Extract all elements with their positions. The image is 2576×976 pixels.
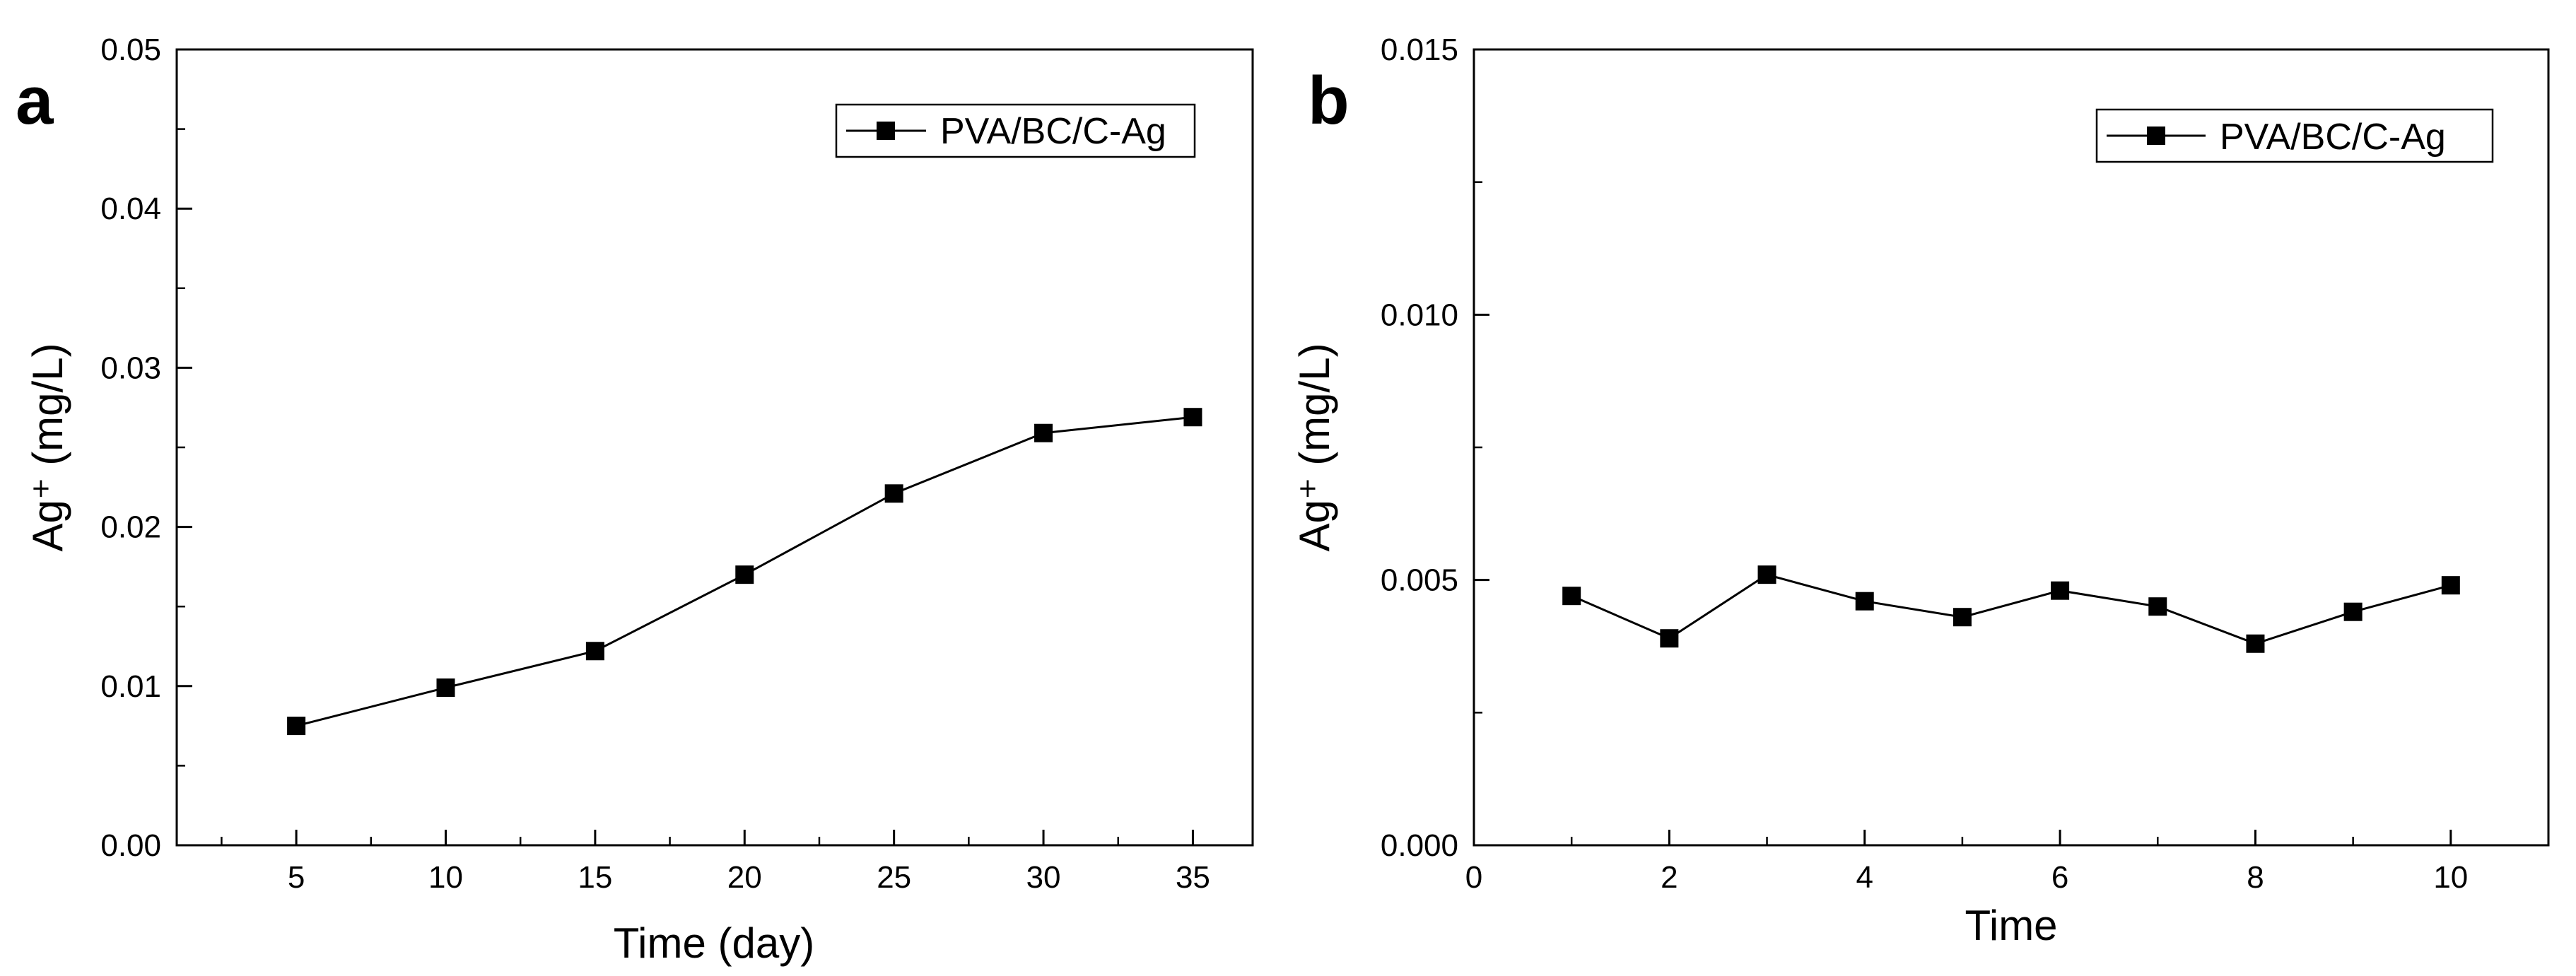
panel-b-legend-label: PVA/BC/C-Ag [2220,117,2446,158]
panel-b-y-tick-label: 0.005 [1381,563,1458,598]
panel-b-x-axis-title: Time [1965,902,2057,949]
panel-b-x-tick-label: 10 [2433,860,2468,895]
panel-a-x-tick-label: 35 [1176,860,1210,895]
panel-a-data-point [1183,408,1202,427]
panel-a-legend: PVA/BC/C-Ag [835,103,1196,158]
panel-b-series-line [1571,573,2452,645]
panel-b-legend: PVA/BC/C-Ag [2095,108,2494,163]
panel-b: b 0 2 4 6 8 10 0.000 0.005 0.010 0.015 Time Ag⁺ (… [1291,33,2550,949]
panel-b-data-point [1562,587,1581,606]
panel-b-data-point [2051,581,2070,600]
panel-a-y-tick-label: 0.01 [100,669,161,704]
panel-b-y-tick-label: 0.010 [1381,298,1458,332]
panel-b-y-tick-label: 0.000 [1381,828,1458,863]
panel-b-data-point [2441,576,2460,595]
panel-b-x-tick-label: 8 [2247,860,2264,895]
panel-a-letter: a [16,63,54,139]
panel-a-data-point [884,484,903,503]
panel-a: a 5 10 15 20 25 30 350.000.010.020.030.040.05 … [16,33,1254,967]
panel-b-data-point [1660,629,1679,648]
panel-b-x-tick-label: 6 [2051,860,2068,895]
panel-b-x-tick-label: 4 [1856,860,1873,895]
panel-b-data-point [2343,602,2363,621]
panel-a-x-tick-label: 30 [1026,860,1061,895]
panel-a-data-point [436,678,455,698]
panel-a-x-tick-label: 5 [288,860,305,895]
panel-a-y-tick-label: 0.04 [100,192,161,226]
panel-b-plot-frame [1473,48,2550,847]
panel-a-legend-label: PVA/BC/C-Ag [940,111,1166,152]
panel-b-y-tick-label: 0.015 [1381,33,1458,67]
panel-a-y-tick-label: 0.02 [100,510,161,545]
panel-b-data-point [1757,565,1776,584]
panel-a-y-axis-title: Ag⁺ (mg/L) [24,343,71,551]
panel-b-data-point [2246,634,2265,653]
panel-a-x-tick-label: 25 [877,860,911,895]
panel-a-x-tick-label: 10 [428,860,463,895]
panel-a-plot-frame [175,48,1254,847]
panel-b-data-point [1953,608,1972,627]
panel-a-data-point [1034,423,1053,442]
panel-a-ticks: 5 10 15 20 25 30 35 0.00 0.01 0.02 0.03 0.04 0.05 [100,33,1210,895]
panel-a-data-point [287,717,306,736]
panel-a-y-tick-label: 0.00 [100,828,161,863]
panel-a-data-point [735,565,754,584]
panel-a-x-axis-title: Time (day) [614,919,814,967]
panel-b-data-point [1855,592,1874,611]
panel-a-y-tick-label: 0.03 [100,351,161,385]
panel-b-letter: b [1308,63,1350,139]
panel-a-x-tick-label: 15 [578,860,612,895]
panel-b-marks [1562,565,2460,653]
panel-a-marks [287,408,1202,736]
panel-b-ticks: 0 2 4 6 8 10 0.000 0.005 0.010 0.015 [1381,33,2468,895]
panel-b-legend-marker [2147,127,2165,145]
panel-b-x-tick-label: 0 [1465,860,1482,895]
panel-b-x-tick-label: 2 [1661,860,1678,895]
panel-b-data-point [2148,597,2167,616]
panel-a-x-tick-label: 20 [727,860,762,895]
panel-b-y-axis-title: Ag⁺ (mg/L) [1291,343,1338,551]
panel-a-y-tick-label: 0.05 [100,33,161,67]
panel-a-data-point [585,642,604,661]
panel-a-legend-marker [877,122,895,140]
